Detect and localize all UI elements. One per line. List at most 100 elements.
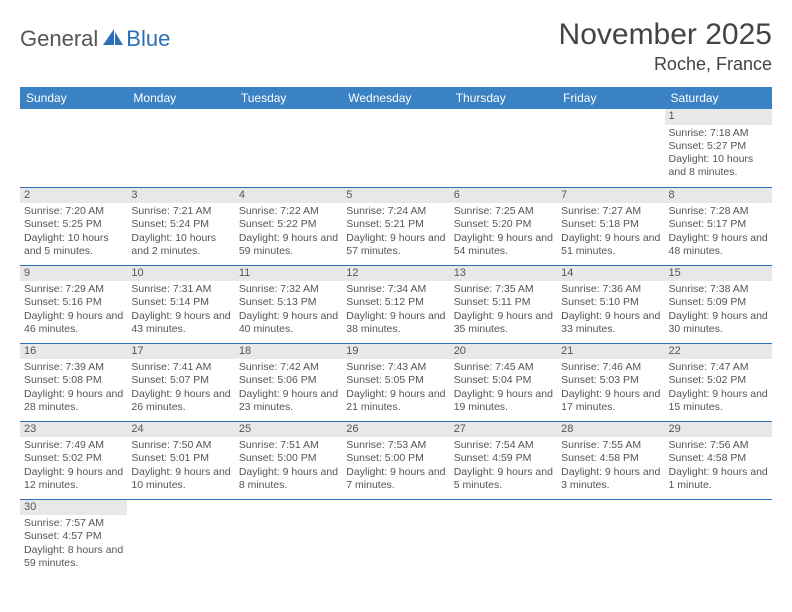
sunset-text: Sunset: 5:00 PM — [346, 452, 445, 465]
calendar-cell: 26Sunrise: 7:53 AMSunset: 5:00 PMDayligh… — [342, 421, 449, 499]
daylight-text: Daylight: 9 hours and 43 minutes. — [131, 310, 230, 336]
daylight-text: Daylight: 9 hours and 8 minutes. — [239, 466, 338, 492]
calendar-cell — [127, 499, 234, 577]
daylight-text: Daylight: 9 hours and 33 minutes. — [561, 310, 660, 336]
day-header: Tuesday — [235, 87, 342, 109]
day-body: Sunrise: 7:39 AMSunset: 5:08 PMDaylight:… — [20, 360, 127, 416]
day-body: Sunrise: 7:21 AMSunset: 5:24 PMDaylight:… — [127, 204, 234, 260]
calendar-row: 23Sunrise: 7:49 AMSunset: 5:02 PMDayligh… — [20, 421, 772, 499]
calendar-cell — [557, 109, 664, 187]
daylight-text: Daylight: 9 hours and 48 minutes. — [669, 232, 768, 258]
logo-text-1: General — [20, 26, 98, 52]
sail-icon — [102, 26, 124, 52]
sunrise-text: Sunrise: 7:27 AM — [561, 205, 660, 218]
sunrise-text: Sunrise: 7:39 AM — [24, 361, 123, 374]
daylight-text: Daylight: 9 hours and 21 minutes. — [346, 388, 445, 414]
calendar-cell: 29Sunrise: 7:56 AMSunset: 4:58 PMDayligh… — [665, 421, 772, 499]
day-body: Sunrise: 7:27 AMSunset: 5:18 PMDaylight:… — [557, 204, 664, 260]
daylight-text: Daylight: 10 hours and 8 minutes. — [669, 153, 768, 179]
calendar-cell — [557, 499, 664, 577]
calendar-cell — [342, 109, 449, 187]
daylight-text: Daylight: 9 hours and 17 minutes. — [561, 388, 660, 414]
sunrise-text: Sunrise: 7:35 AM — [454, 283, 553, 296]
day-body: Sunrise: 7:53 AMSunset: 5:00 PMDaylight:… — [342, 438, 449, 494]
day-header: Friday — [557, 87, 664, 109]
calendar-cell — [665, 499, 772, 577]
day-number: 8 — [665, 188, 772, 204]
day-header: Wednesday — [342, 87, 449, 109]
day-number: 26 — [342, 422, 449, 438]
sunset-text: Sunset: 5:16 PM — [24, 296, 123, 309]
calendar-cell: 7Sunrise: 7:27 AMSunset: 5:18 PMDaylight… — [557, 187, 664, 265]
daylight-text: Daylight: 9 hours and 23 minutes. — [239, 388, 338, 414]
day-body: Sunrise: 7:28 AMSunset: 5:17 PMDaylight:… — [665, 204, 772, 260]
day-header-row: Sunday Monday Tuesday Wednesday Thursday… — [20, 87, 772, 109]
calendar-cell: 28Sunrise: 7:55 AMSunset: 4:58 PMDayligh… — [557, 421, 664, 499]
month-title: November 2025 — [559, 18, 772, 52]
daylight-text: Daylight: 9 hours and 3 minutes. — [561, 466, 660, 492]
day-body: Sunrise: 7:56 AMSunset: 4:58 PMDaylight:… — [665, 438, 772, 494]
sunset-text: Sunset: 5:06 PM — [239, 374, 338, 387]
day-body: Sunrise: 7:24 AMSunset: 5:21 PMDaylight:… — [342, 204, 449, 260]
day-header: Saturday — [665, 87, 772, 109]
sunrise-text: Sunrise: 7:36 AM — [561, 283, 660, 296]
day-body: Sunrise: 7:18 AMSunset: 5:27 PMDaylight:… — [665, 126, 772, 182]
calendar-cell: 30Sunrise: 7:57 AMSunset: 4:57 PMDayligh… — [20, 499, 127, 577]
day-body: Sunrise: 7:38 AMSunset: 5:09 PMDaylight:… — [665, 282, 772, 338]
day-number: 16 — [20, 344, 127, 360]
sunset-text: Sunset: 5:00 PM — [239, 452, 338, 465]
sunrise-text: Sunrise: 7:50 AM — [131, 439, 230, 452]
day-body: Sunrise: 7:22 AMSunset: 5:22 PMDaylight:… — [235, 204, 342, 260]
calendar-cell: 25Sunrise: 7:51 AMSunset: 5:00 PMDayligh… — [235, 421, 342, 499]
calendar-cell: 21Sunrise: 7:46 AMSunset: 5:03 PMDayligh… — [557, 343, 664, 421]
day-number: 20 — [450, 344, 557, 360]
sunrise-text: Sunrise: 7:41 AM — [131, 361, 230, 374]
sunrise-text: Sunrise: 7:45 AM — [454, 361, 553, 374]
calendar-cell: 23Sunrise: 7:49 AMSunset: 5:02 PMDayligh… — [20, 421, 127, 499]
day-body: Sunrise: 7:49 AMSunset: 5:02 PMDaylight:… — [20, 438, 127, 494]
day-body: Sunrise: 7:45 AMSunset: 5:04 PMDaylight:… — [450, 360, 557, 416]
calendar-cell: 10Sunrise: 7:31 AMSunset: 5:14 PMDayligh… — [127, 265, 234, 343]
daylight-text: Daylight: 9 hours and 19 minutes. — [454, 388, 553, 414]
sunset-text: Sunset: 5:12 PM — [346, 296, 445, 309]
daylight-text: Daylight: 9 hours and 59 minutes. — [239, 232, 338, 258]
sunrise-text: Sunrise: 7:18 AM — [669, 127, 768, 140]
daylight-text: Daylight: 9 hours and 51 minutes. — [561, 232, 660, 258]
calendar-table: Sunday Monday Tuesday Wednesday Thursday… — [20, 87, 772, 577]
calendar-cell — [235, 499, 342, 577]
sunrise-text: Sunrise: 7:25 AM — [454, 205, 553, 218]
sunset-text: Sunset: 5:14 PM — [131, 296, 230, 309]
sunrise-text: Sunrise: 7:47 AM — [669, 361, 768, 374]
daylight-text: Daylight: 9 hours and 54 minutes. — [454, 232, 553, 258]
sunset-text: Sunset: 5:24 PM — [131, 218, 230, 231]
calendar-cell: 11Sunrise: 7:32 AMSunset: 5:13 PMDayligh… — [235, 265, 342, 343]
calendar-cell: 2Sunrise: 7:20 AMSunset: 5:25 PMDaylight… — [20, 187, 127, 265]
calendar-cell: 27Sunrise: 7:54 AMSunset: 4:59 PMDayligh… — [450, 421, 557, 499]
daylight-text: Daylight: 9 hours and 1 minute. — [669, 466, 768, 492]
sunset-text: Sunset: 5:27 PM — [669, 140, 768, 153]
daylight-text: Daylight: 9 hours and 10 minutes. — [131, 466, 230, 492]
calendar-row: 30Sunrise: 7:57 AMSunset: 4:57 PMDayligh… — [20, 499, 772, 577]
sunrise-text: Sunrise: 7:28 AM — [669, 205, 768, 218]
day-body: Sunrise: 7:54 AMSunset: 4:59 PMDaylight:… — [450, 438, 557, 494]
sunset-text: Sunset: 5:18 PM — [561, 218, 660, 231]
calendar-row: 16Sunrise: 7:39 AMSunset: 5:08 PMDayligh… — [20, 343, 772, 421]
day-header: Thursday — [450, 87, 557, 109]
sunset-text: Sunset: 5:25 PM — [24, 218, 123, 231]
sunset-text: Sunset: 4:58 PM — [561, 452, 660, 465]
day-number: 14 — [557, 266, 664, 282]
logo-text-2: Blue — [126, 26, 170, 52]
day-number: 1 — [665, 109, 772, 125]
calendar-cell: 17Sunrise: 7:41 AMSunset: 5:07 PMDayligh… — [127, 343, 234, 421]
day-body: Sunrise: 7:43 AMSunset: 5:05 PMDaylight:… — [342, 360, 449, 416]
title-block: November 2025 Roche, France — [559, 18, 772, 75]
sunset-text: Sunset: 4:57 PM — [24, 530, 123, 543]
day-number: 6 — [450, 188, 557, 204]
day-number: 23 — [20, 422, 127, 438]
sunrise-text: Sunrise: 7:32 AM — [239, 283, 338, 296]
day-number: 15 — [665, 266, 772, 282]
day-number: 21 — [557, 344, 664, 360]
day-body: Sunrise: 7:41 AMSunset: 5:07 PMDaylight:… — [127, 360, 234, 416]
day-number: 7 — [557, 188, 664, 204]
day-number: 17 — [127, 344, 234, 360]
